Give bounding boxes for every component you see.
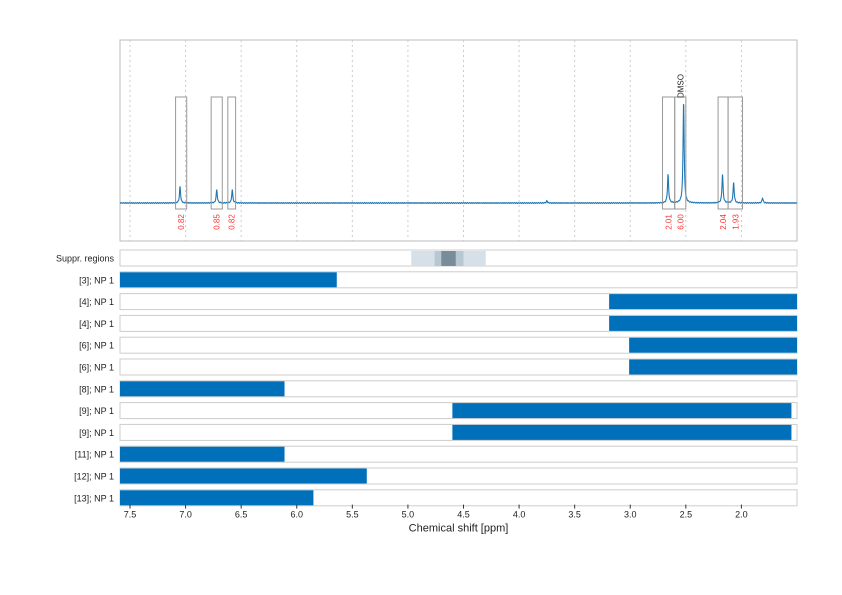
range-row-label: [11]; NP 1 [75, 450, 114, 460]
range-row-label: [6]; NP 1 [79, 363, 114, 373]
x-tick-label: 2.5 [680, 510, 693, 520]
integral-label: 2.04 [719, 214, 728, 230]
integral-label: 0.82 [228, 214, 237, 230]
range-bar [452, 424, 792, 440]
range-row-label: [9]; NP 1 [79, 406, 114, 416]
range-row-label: [13]; NP 1 [74, 493, 114, 503]
spectrum-panel [119, 39, 798, 242]
range-row-label: [9]; NP 1 [79, 428, 114, 438]
x-tick-label: 5.5 [346, 510, 359, 520]
x-tick-label: 2.0 [735, 510, 748, 520]
integration-box [674, 96, 687, 210]
range-bar [120, 446, 285, 462]
x-tick-label: 4.0 [513, 510, 526, 520]
range-bar [629, 359, 797, 375]
suppression-band [441, 251, 456, 266]
integral-label: 6.00 [676, 214, 685, 230]
x-tick-label: 7.0 [179, 510, 192, 520]
integration-box [175, 96, 188, 210]
integral-label: 0.82 [177, 214, 186, 230]
integration-box [727, 96, 744, 210]
range-bar [629, 337, 797, 353]
range-row-label: [3]; NP 1 [79, 275, 114, 285]
range-bar [120, 468, 367, 484]
range-bar [120, 381, 285, 397]
range-bar [120, 490, 314, 506]
spectrum-line [119, 103, 798, 205]
x-tick-label: 6.5 [235, 510, 248, 520]
suppression-row-label: Suppr. regions [56, 254, 115, 264]
x-tick-label: 4.5 [457, 510, 470, 520]
range-row-label: [4]; NP 1 [79, 297, 114, 307]
integration-box [227, 96, 237, 210]
range-bar [452, 403, 792, 419]
x-axis-label: Chemical shift [ppm] [409, 523, 509, 535]
integral-label: 1.93 [731, 214, 740, 230]
integral-label: 2.01 [665, 214, 674, 230]
integral-label: 0.85 [213, 214, 222, 230]
range-row-label: [6]; NP 1 [79, 341, 114, 351]
x-tick-label: 6.0 [290, 510, 303, 520]
x-tick-label: 5.0 [402, 510, 415, 520]
range-bar [120, 272, 337, 288]
integration-box [210, 96, 223, 210]
range-bar [609, 294, 797, 310]
peak-annotation: DMSO [676, 74, 685, 98]
range-row-label: [4]; NP 1 [79, 319, 114, 329]
range-row-label: [12]; NP 1 [74, 472, 114, 482]
range-row-label: [8]; NP 1 [79, 384, 114, 394]
range-bar [609, 315, 797, 331]
x-tick-label: 3.0 [624, 510, 637, 520]
x-tick-label: 7.5 [124, 510, 137, 520]
x-tick-label: 3.5 [568, 510, 581, 520]
